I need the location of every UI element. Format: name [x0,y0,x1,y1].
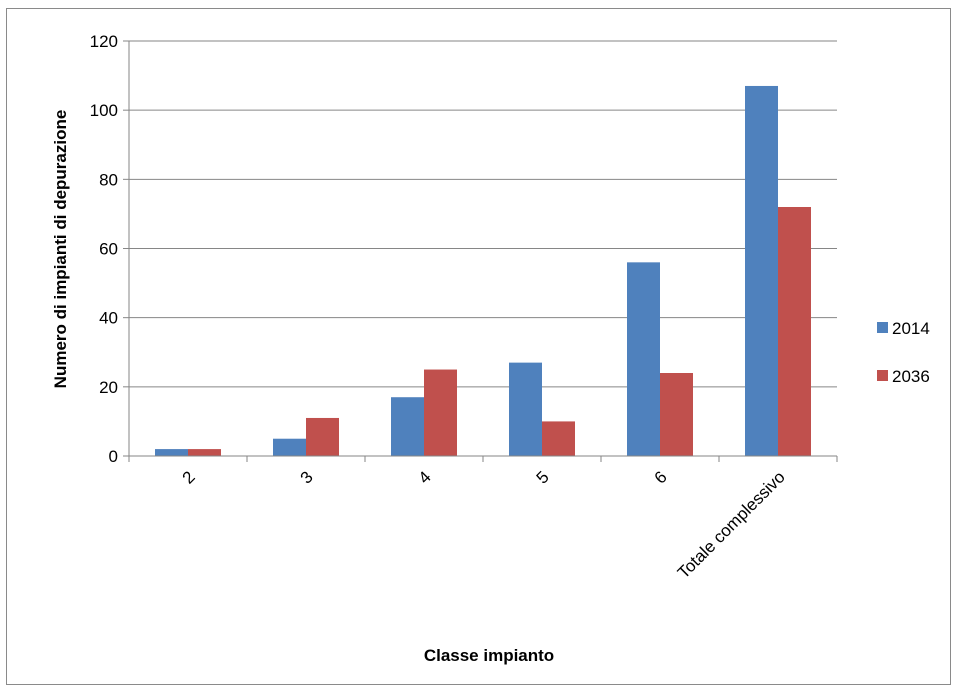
x-tick-label-3: 3 [297,467,317,487]
y-tick-label-3: 60 [99,240,118,259]
x-tick-label-4: 4 [415,467,435,487]
legend-label-2014: 2014 [892,319,930,338]
legend: 2014 2036 [877,319,930,386]
y-tick-label-1: 20 [99,378,118,397]
x-axis-title: Classe impianto [424,646,554,665]
bar-2036-2 [188,449,221,456]
legend-swatch-2036 [877,370,888,381]
y-tick-label-6: 120 [90,32,118,51]
y-tick-label-2: 40 [99,309,118,328]
bar-2036-6 [660,373,693,456]
bar-2014-4 [391,397,424,456]
bar-2014-5 [509,362,542,456]
gridlines [129,40,837,388]
bar-2036-5 [542,421,575,456]
x-tick-label-6: 6 [651,467,671,487]
legend-label-2036: 2036 [892,367,930,386]
x-tick-label-totale-complessivo: Totale complessivo [674,467,789,582]
y-axis-title: Numero di impianti di depurazione [51,110,70,389]
y-tick-label-4: 80 [99,170,118,189]
y-tick-label-0: 0 [109,447,118,466]
bar-2036-3 [306,417,339,456]
bar-2014-totale-complessivo [745,85,778,456]
bar-2014-2 [155,449,188,456]
x-tick-label-2: 2 [179,467,199,487]
y-tick-label-5: 100 [90,101,118,120]
bars [155,85,811,456]
x-tick-label-5: 5 [533,467,553,487]
legend-swatch-2014 [877,322,888,333]
bar-2014-3 [273,438,306,456]
y-axis-ticks: 0 20 40 60 80 100 120 [90,32,129,466]
bar-2036-totale-complessivo [778,207,811,456]
bar-2014-6 [627,262,660,456]
x-axis-ticks: 2 3 4 5 6 Totale complessivo [128,456,838,582]
bar-2036-4 [424,369,457,456]
